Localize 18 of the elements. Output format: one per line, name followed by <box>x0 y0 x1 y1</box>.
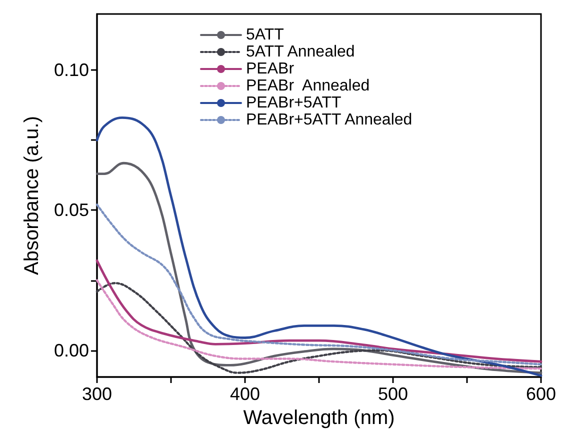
legend-label: PEABr+5ATT Annealed <box>246 112 412 128</box>
y-axis-title: Absorbance (a.u.) <box>21 116 43 275</box>
x-tick-label: 500 <box>378 384 408 404</box>
x-tick-label: 600 <box>526 384 556 404</box>
x-tick-label: 400 <box>230 384 260 404</box>
legend-label: 5ATT Annealed <box>246 44 355 60</box>
y-tick-label: 0.00 <box>54 340 89 360</box>
legend-label: PEABr+5ATT <box>246 94 342 112</box>
x-tick-label: 300 <box>82 384 112 404</box>
line-series <box>96 204 542 366</box>
line-series <box>96 162 542 374</box>
y-tick-label: 0.05 <box>54 200 89 220</box>
line-series <box>96 259 542 363</box>
legend-label: 5ATT <box>246 26 284 44</box>
y-tick-label: 0.10 <box>54 60 89 80</box>
legend-label: PEABr <box>246 60 295 78</box>
x-axis-title: Wavelength (nm) <box>243 406 395 429</box>
legend-label: PEABr Annealed <box>246 78 370 94</box>
